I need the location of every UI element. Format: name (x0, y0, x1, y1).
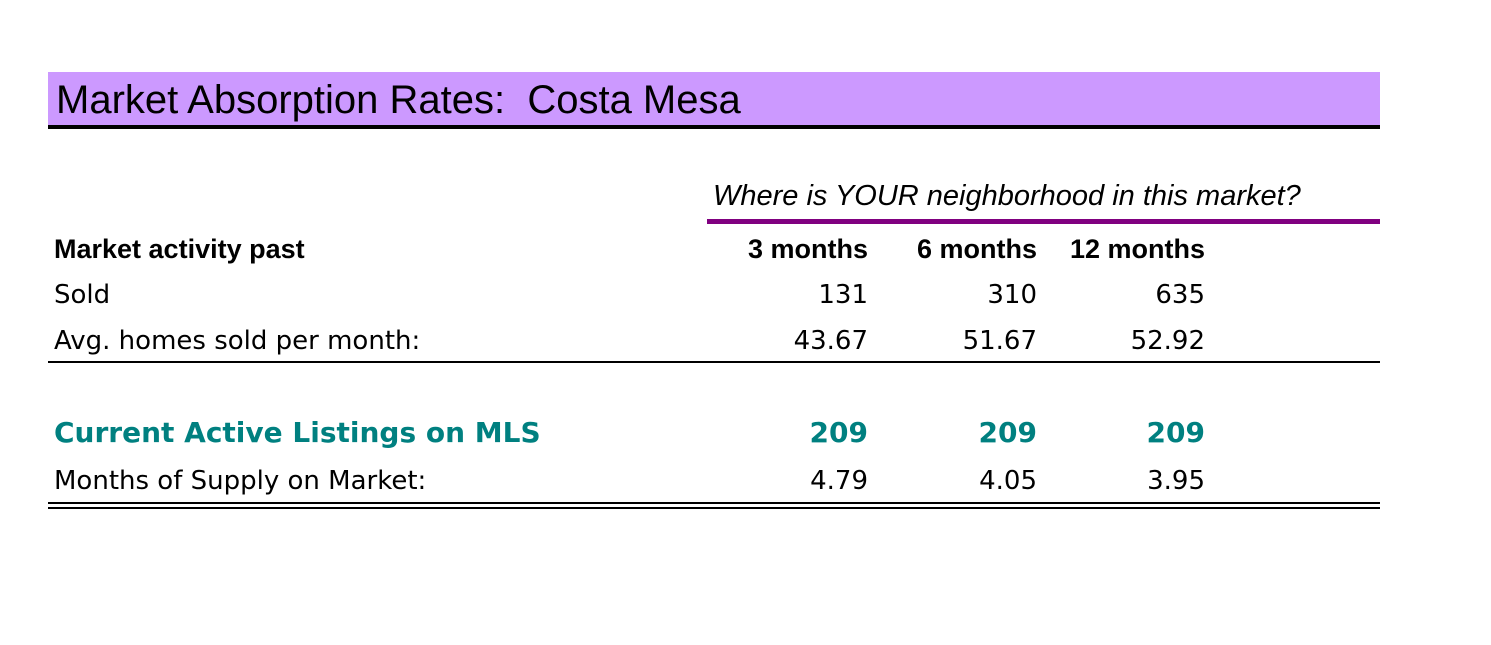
sold-label: Sold (54, 280, 111, 310)
total-rule-bottom (48, 507, 1380, 509)
sold-12-months: 635 (1155, 280, 1205, 310)
months-supply-6-months: 4.05 (979, 466, 1037, 496)
header-12-months: 12 months (1069, 234, 1205, 264)
page-title: Market Absorption Rates: Costa Mesa (56, 78, 741, 122)
table-header-row: Market activity past 3 months 6 months 1… (0, 229, 1491, 269)
avg-label: Avg. homes sold per month: (54, 326, 421, 356)
avg-6-months: 51.67 (962, 326, 1037, 356)
header-3-months: 3 months (747, 234, 868, 264)
sold-6-months: 310 (987, 280, 1037, 310)
active-listings-label: Current Active Listings on MLS (54, 416, 541, 449)
header-label: Market activity past (54, 234, 305, 264)
active-listings-3-months: 209 (809, 416, 868, 449)
section-divider (48, 361, 1380, 363)
avg-12-months: 52.92 (1130, 326, 1205, 356)
sold-3-months: 131 (818, 280, 868, 310)
sold-row: Sold 131 310 635 (0, 275, 1491, 315)
months-supply-12-months: 3.95 (1147, 466, 1205, 496)
months-supply-label: Months of Supply on Market: (54, 466, 427, 496)
active-listings-12-months: 209 (1146, 416, 1205, 449)
months-supply-row: Months of Supply on Market: 4.79 4.05 3.… (0, 461, 1491, 501)
active-listings-6-months: 209 (978, 416, 1037, 449)
months-supply-3-months: 4.79 (810, 466, 868, 496)
subtitle-underline (707, 219, 1380, 224)
total-rule-top (48, 502, 1380, 504)
neighborhood-question: Where is YOUR neighborhood in this marke… (713, 180, 1301, 212)
active-listings-row: Current Active Listings on MLS 209 209 2… (0, 413, 1491, 453)
avg-per-month-row: Avg. homes sold per month: 43.67 51.67 5… (0, 321, 1491, 361)
title-bar: Market Absorption Rates: Costa Mesa (48, 72, 1380, 129)
avg-3-months: 43.67 (793, 326, 868, 356)
header-6-months: 6 months (916, 234, 1037, 264)
